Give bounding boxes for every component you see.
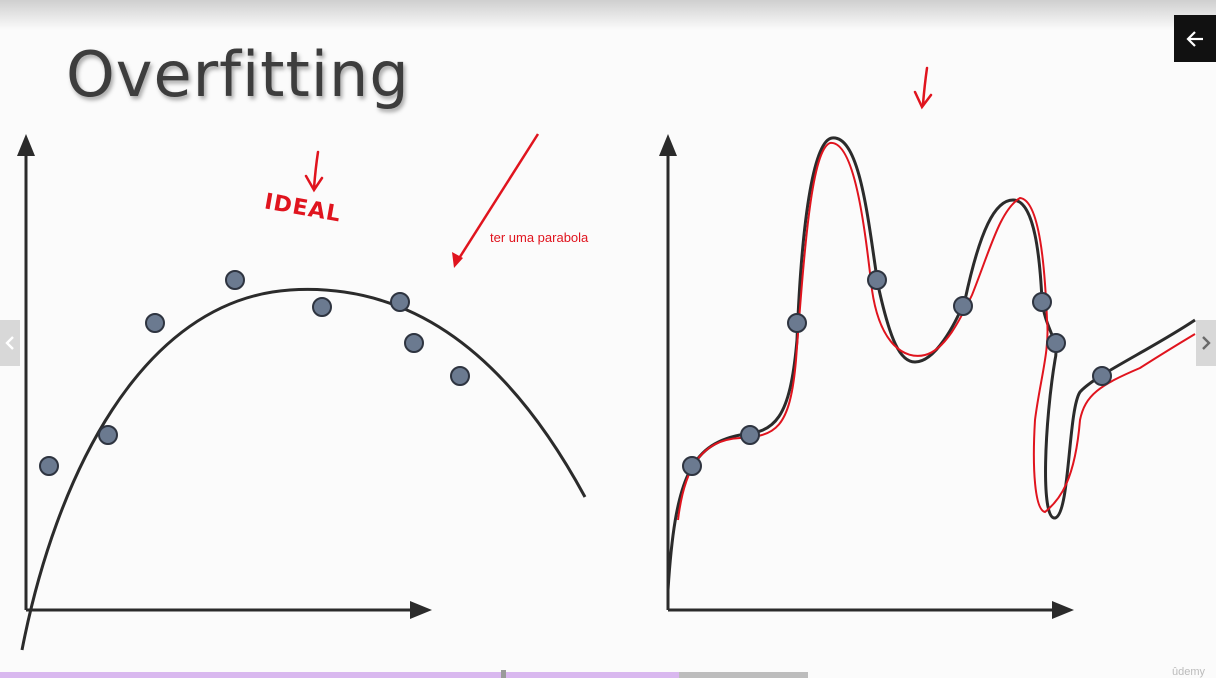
parabola-fit-curve — [20, 287, 587, 651]
chevron-right-icon — [1202, 336, 1211, 350]
red-trace-curve — [677, 141, 1196, 521]
arrow-left-icon — [1186, 30, 1203, 47]
data-point — [312, 297, 332, 317]
progress-marker[interactable] — [500, 670, 506, 678]
data-point — [740, 425, 760, 445]
data-point — [787, 313, 807, 333]
chevron-left-icon — [5, 336, 14, 350]
left-x-axis-arrowhead — [410, 601, 432, 619]
down-arrow-head — [304, 174, 324, 193]
data-point — [39, 456, 59, 476]
left-y-axis-arrowhead — [17, 134, 35, 156]
down-arrow-shaft — [921, 66, 929, 106]
data-point — [390, 292, 410, 312]
data-point — [145, 313, 165, 333]
right-x-axis-arrowhead — [1052, 601, 1074, 619]
progress-fill — [0, 672, 679, 678]
slide-title: Overfitting — [66, 38, 410, 111]
top-fade — [0, 0, 1216, 30]
next-slide-button[interactable] — [1196, 320, 1216, 366]
data-point — [404, 333, 424, 353]
down-arrow-head — [913, 90, 933, 110]
data-point — [1046, 333, 1066, 353]
overfit-annotation — [913, 66, 933, 110]
overfit-diagram — [659, 134, 1196, 619]
brand-watermark: ûdemy — [1172, 666, 1206, 678]
back-button[interactable] — [1174, 15, 1216, 62]
pointer-arrow — [452, 133, 540, 268]
data-point — [1092, 366, 1112, 386]
data-point — [867, 270, 887, 290]
annotation-note: ter uma parabola — [490, 230, 589, 245]
previous-slide-button[interactable] — [0, 320, 20, 366]
ideal-annotation — [304, 150, 324, 193]
data-point — [98, 425, 118, 445]
data-point — [1032, 292, 1052, 312]
ideal-fit-diagram — [17, 134, 587, 651]
data-point — [450, 366, 470, 386]
data-point — [225, 270, 245, 290]
overfit-curve — [666, 136, 1196, 591]
video-progress-bar[interactable] — [0, 670, 808, 678]
right-y-axis-arrowhead — [659, 134, 677, 156]
down-arrow-shaft — [312, 150, 320, 190]
data-point — [953, 296, 973, 316]
data-point — [682, 456, 702, 476]
